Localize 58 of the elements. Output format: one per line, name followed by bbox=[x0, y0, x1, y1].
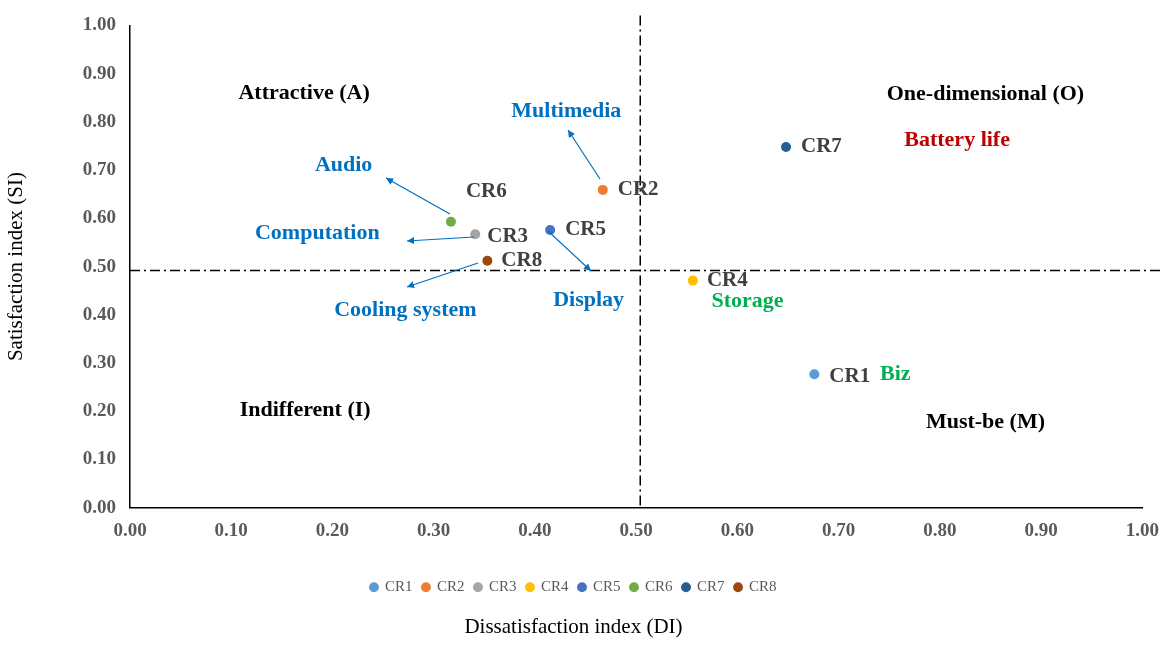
text: CR5 bbox=[565, 216, 606, 241]
annotation: Audio bbox=[314, 150, 373, 176]
x-tick-label: 0.10 bbox=[214, 519, 248, 541]
y-tick-label: 0.50 bbox=[82, 254, 116, 276]
legend-label: CR8 bbox=[749, 578, 777, 595]
point bbox=[545, 224, 556, 235]
point bbox=[482, 255, 493, 266]
annotation: Multimedia bbox=[511, 96, 622, 122]
x-tick-label: 0.60 bbox=[720, 519, 755, 541]
annotation: Biz bbox=[880, 359, 911, 385]
legend-label: CR4 bbox=[540, 578, 569, 595]
x-axis-title: Dissatisfaction index (DI) bbox=[464, 613, 683, 638]
annotation: Attractive (A) bbox=[238, 78, 370, 104]
annotation: Must-be (M) bbox=[925, 408, 1046, 434]
annotation: One-dimensional (O) bbox=[886, 79, 1085, 105]
annotation: Indifferent (I) bbox=[239, 395, 371, 421]
point bbox=[809, 369, 820, 380]
annotation: Computation bbox=[254, 219, 380, 245]
legend-label: CR5 bbox=[593, 578, 621, 595]
point bbox=[445, 216, 456, 227]
x-tick-label: 0.50 bbox=[619, 519, 653, 541]
x-tick-label: 1.00 bbox=[1125, 519, 1159, 541]
x-tick-label: 0.30 bbox=[417, 519, 451, 541]
point bbox=[597, 184, 608, 195]
legend-label: CR6 bbox=[645, 578, 674, 595]
text: CR2 bbox=[617, 176, 659, 201]
point bbox=[781, 141, 792, 152]
y-tick-label: 0.30 bbox=[82, 350, 116, 372]
y-tick-label: 0.40 bbox=[82, 302, 116, 324]
point bbox=[687, 275, 698, 286]
x-tick-label: 0.70 bbox=[822, 519, 856, 541]
legend-label: CR1 bbox=[384, 578, 413, 595]
y-tick-label: 0.10 bbox=[82, 447, 116, 469]
annotation: Cooling system bbox=[334, 296, 477, 322]
point bbox=[470, 229, 481, 240]
x-tick-label: 0.20 bbox=[315, 519, 350, 541]
y-tick-label: 1.00 bbox=[82, 13, 116, 35]
text: CR7 bbox=[801, 133, 842, 158]
y-tick-label: 0.60 bbox=[82, 206, 116, 228]
annotation: Display bbox=[553, 286, 625, 312]
text: CR3 bbox=[487, 222, 529, 247]
x-tick-label: 0.80 bbox=[923, 519, 957, 541]
x-tick-label: 0.90 bbox=[1024, 519, 1058, 541]
annotation: Battery life bbox=[904, 125, 1011, 151]
x-tick-label: 0.40 bbox=[518, 519, 552, 541]
legend-label: CR7 bbox=[697, 578, 726, 595]
text: CR6 bbox=[465, 178, 507, 203]
y-tick-label: 0.00 bbox=[82, 495, 116, 517]
x-tick-label: 0.00 bbox=[113, 519, 147, 541]
y-tick-label: 0.20 bbox=[82, 399, 116, 421]
y-tick-label: 0.90 bbox=[82, 61, 116, 83]
text: CR8 bbox=[501, 247, 543, 272]
y-tick-label: 0.70 bbox=[82, 158, 116, 180]
text: CR1 bbox=[829, 362, 871, 387]
legend-label: CR2 bbox=[436, 578, 465, 595]
y-tick-label: 0.80 bbox=[82, 109, 116, 131]
legend-label: CR3 bbox=[488, 578, 517, 595]
y-axis-title: Satisfaction index (SI) bbox=[3, 172, 28, 362]
